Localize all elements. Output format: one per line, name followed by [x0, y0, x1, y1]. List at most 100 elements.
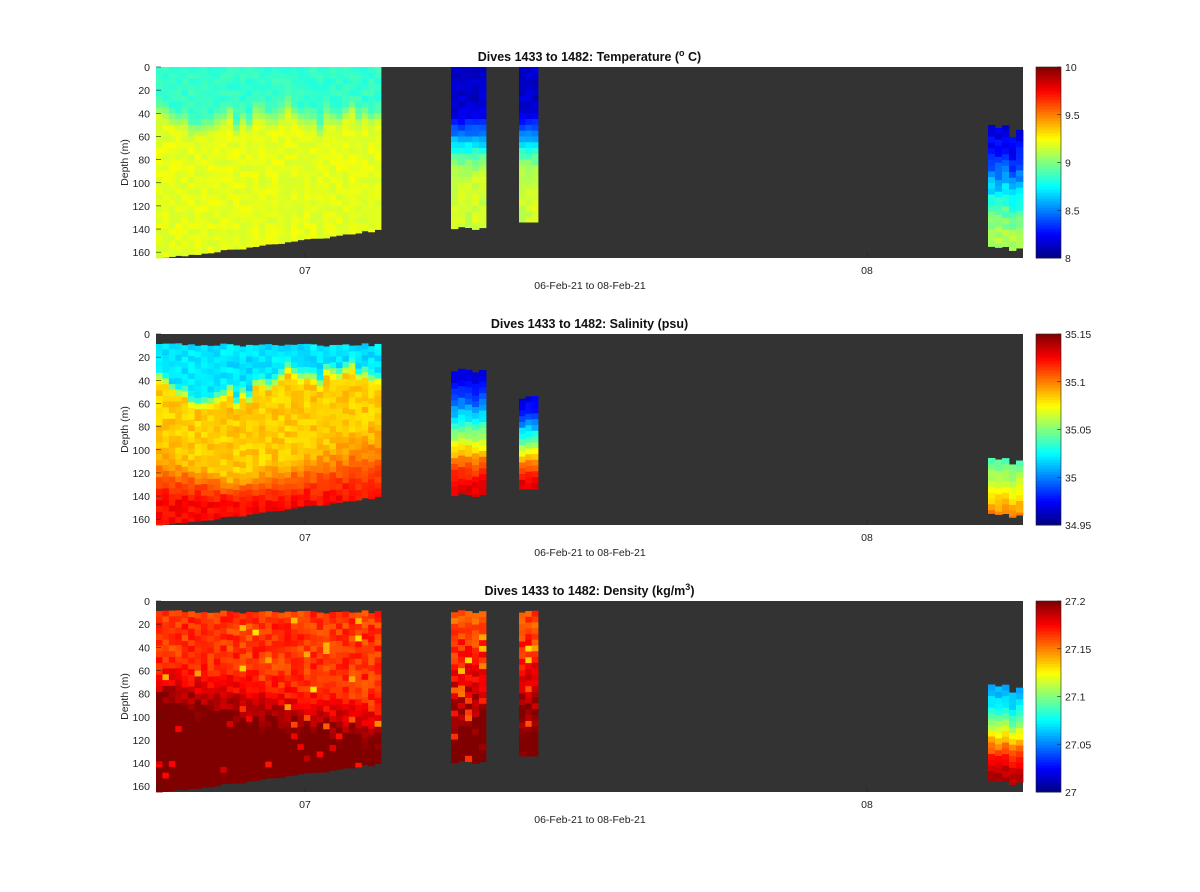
heatmap-cell [323, 142, 330, 149]
heatmap-cell [479, 651, 487, 658]
heatmap-cell [226, 200, 234, 207]
colorbar-segment [1036, 405, 1061, 410]
heatmap-cell [181, 205, 189, 213]
colorbar-segment [1036, 459, 1061, 463]
heatmap-cell [451, 417, 459, 424]
heatmap-cell [265, 668, 273, 676]
heatmap-cell [316, 501, 324, 506]
heatmap-cell [355, 351, 363, 358]
heatmap-cell [291, 635, 298, 642]
heatmap-cell [188, 148, 195, 155]
heatmap-cell [465, 95, 473, 103]
heatmap-cell [181, 704, 189, 711]
heatmap-cell [181, 443, 189, 450]
heatmap-cell [156, 767, 163, 774]
heatmap-cell [472, 223, 480, 230]
colorbar-tick-label: 35.05 [1065, 425, 1091, 437]
heatmap-cell [329, 489, 337, 496]
heatmap-cell [278, 740, 285, 747]
heatmap-cell [368, 630, 375, 637]
heatmap-cell [246, 652, 253, 659]
heatmap-cell [188, 738, 195, 745]
heatmap-cell [291, 119, 298, 126]
heatmap-cell [472, 688, 480, 695]
heatmap-cell [355, 409, 363, 416]
colorbar-segment [1036, 780, 1061, 784]
colorbar-segment [1036, 138, 1061, 143]
heatmap-cell [162, 153, 170, 161]
heatmap-cell [329, 159, 337, 166]
colorbar-segment [1036, 393, 1061, 398]
heatmap-cell [207, 786, 215, 788]
heatmap-cell [1016, 170, 1024, 177]
heatmap-cell [297, 229, 305, 236]
heatmap-cell [310, 396, 318, 403]
heatmap-cell [465, 634, 473, 641]
heatmap-cell [207, 641, 215, 648]
heatmap-cell [156, 378, 163, 385]
heatmap-cell [329, 449, 337, 456]
heatmap-cell [1002, 148, 1010, 155]
heatmap-cell [188, 217, 195, 224]
heatmap-cell [316, 95, 324, 103]
heatmap-cell [156, 697, 163, 705]
heatmap-cell [156, 628, 163, 635]
heatmap-cell [531, 124, 539, 132]
heatmap-cell [1009, 510, 1017, 517]
heatmap-cell [181, 78, 189, 85]
heatmap-cell [525, 200, 533, 207]
heatmap-cell [226, 436, 234, 443]
heatmap-cell [265, 738, 273, 745]
heatmap-cell [323, 439, 330, 446]
heatmap-cell [188, 153, 195, 161]
heatmap-cell [246, 72, 253, 79]
heatmap-cell [458, 142, 466, 149]
heatmap-cell [246, 153, 253, 161]
heatmap-cell [1002, 771, 1010, 778]
heatmap-cell [258, 442, 266, 450]
heatmap-cell [220, 384, 228, 391]
heatmap-cell [519, 618, 526, 625]
heatmap-cell [525, 84, 533, 91]
heatmap-cell [181, 641, 189, 648]
heatmap-cell [531, 84, 539, 91]
heatmap-cell [168, 366, 176, 373]
heatmap-cell [1016, 728, 1024, 735]
colorbar-segment [1036, 171, 1061, 175]
colorbar-segment [1036, 639, 1061, 644]
heatmap-cell [265, 72, 273, 79]
heatmap-cell [175, 616, 183, 623]
heatmap-cell [162, 436, 170, 443]
heatmap-cell [355, 148, 363, 155]
heatmap-cell [258, 379, 266, 386]
heatmap-cell [207, 664, 215, 672]
heatmap-cell [207, 205, 215, 213]
colorbar-segment [1036, 120, 1061, 125]
heatmap-cell [168, 343, 176, 350]
heatmap-cell [265, 148, 273, 155]
heatmap-cell [303, 634, 311, 641]
heatmap-cell [271, 722, 279, 729]
heatmap-cell [271, 374, 279, 381]
heatmap-cell [336, 414, 343, 421]
heatmap-cell [271, 495, 279, 502]
heatmap-cell [233, 484, 240, 491]
heatmap-cell [479, 669, 487, 676]
heatmap-cell [220, 355, 228, 362]
heatmap-cell [519, 153, 526, 161]
heatmap-cell [246, 124, 253, 132]
heatmap-cell [168, 72, 176, 79]
heatmap-cell [525, 95, 533, 103]
heatmap-cell [233, 368, 240, 375]
heatmap-cell [342, 727, 350, 734]
heatmap-cell [995, 185, 1003, 193]
heatmap-cell [323, 694, 330, 701]
heatmap-cell [291, 477, 298, 485]
heatmap-cell [519, 171, 526, 178]
heatmap-cell [303, 639, 311, 647]
heatmap-cell [226, 779, 234, 784]
heatmap-cell [207, 165, 215, 172]
heatmap-cell [207, 90, 215, 97]
heatmap-cell [329, 234, 337, 237]
heatmap-cell [329, 78, 337, 85]
